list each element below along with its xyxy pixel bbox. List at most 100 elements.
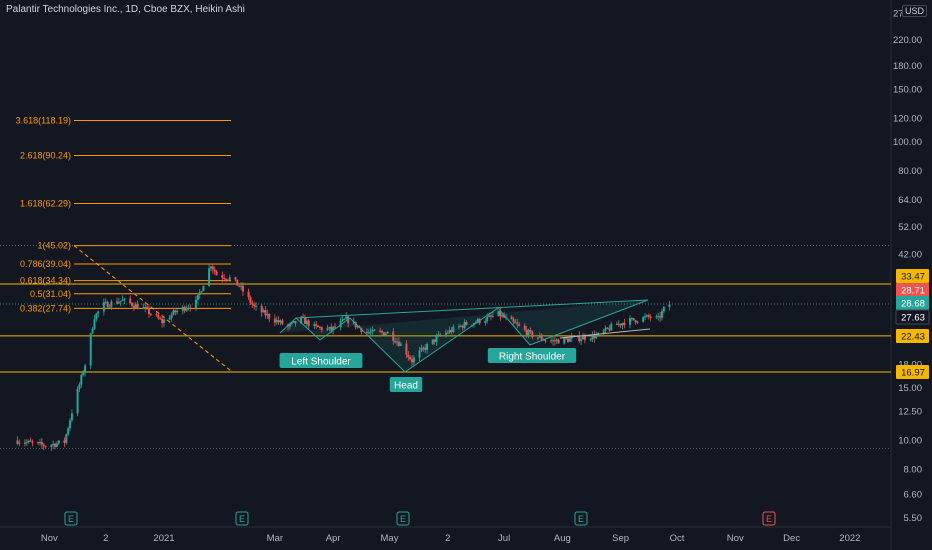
candle-body [514, 321, 517, 324]
candle-body [623, 322, 626, 325]
candle-body [223, 277, 226, 279]
price-tick: 42.00 [898, 250, 922, 261]
candle-body [300, 316, 303, 324]
candle-body [290, 322, 293, 324]
candle-body [253, 304, 256, 307]
candle-body [27, 440, 30, 443]
candle-body [42, 444, 45, 447]
candle-body [523, 325, 526, 330]
candle-body [104, 301, 107, 303]
candle-body [396, 341, 399, 343]
price-tick: 120.00 [893, 114, 922, 125]
earnings-marker[interactable]: E [762, 511, 776, 526]
candle-body [615, 323, 618, 325]
candle-body [634, 320, 637, 323]
candle-body [602, 330, 605, 333]
candle-body [660, 311, 663, 318]
price-tick: 6.60 [904, 489, 923, 500]
candle-body [116, 301, 119, 304]
candle-body [516, 323, 519, 325]
candle-body [382, 332, 385, 336]
candle-body [16, 440, 19, 444]
candle-body [110, 301, 113, 307]
pattern-closing-line [529, 299, 649, 346]
candle-body [255, 305, 258, 307]
candle-body [343, 319, 346, 321]
fib-level-label: 2.618(90.24) [20, 150, 71, 160]
candle-body [433, 339, 436, 343]
earnings-marker[interactable]: E [574, 511, 588, 526]
candle-body [102, 302, 105, 312]
candle-body [489, 315, 492, 317]
time-tick: May [381, 533, 399, 544]
candle-body [149, 313, 152, 315]
price-label-bg [896, 296, 929, 310]
candle-body [407, 354, 410, 357]
time-tick: Nov [41, 533, 58, 544]
candle-body [326, 328, 329, 330]
candle-body [339, 320, 342, 328]
support-trend-line [559, 328, 651, 339]
candle-body [277, 319, 280, 323]
candle-body [307, 320, 310, 327]
candle-body [281, 320, 284, 325]
candle-body [119, 300, 122, 303]
candle-body [632, 318, 635, 321]
earnings-marker[interactable]: E [235, 511, 249, 526]
fib-trend-line [73, 245, 232, 372]
candle-body [320, 327, 323, 330]
candle-body [644, 316, 647, 318]
candle-body [38, 442, 41, 444]
candles [16, 264, 671, 452]
candle-body [476, 318, 479, 323]
candle-body [172, 310, 175, 315]
candle-body [76, 389, 79, 414]
candle-body [251, 302, 254, 305]
candle-body [446, 332, 449, 334]
candle-body [247, 291, 250, 298]
candle-body [452, 326, 455, 332]
fib-level-label: 0.382(27.74) [20, 303, 71, 313]
candle-body [662, 306, 665, 312]
fib-level-label: 0.618(34.34) [20, 276, 71, 286]
candle-body [238, 285, 241, 287]
time-tick: Sep [612, 533, 629, 544]
candle-body [379, 330, 382, 332]
candle-body [40, 442, 43, 445]
price-tick: 180.00 [893, 61, 922, 72]
candle-body [649, 316, 652, 318]
earnings-marker[interactable]: E [64, 511, 78, 526]
candle-body [510, 316, 513, 320]
earnings-label: E [766, 514, 772, 524]
candle-body [365, 331, 368, 333]
candle-body [527, 329, 530, 335]
symbol-header: Palantir Technologies Inc., 1D, Cboe BZX… [6, 4, 245, 15]
candle-body [629, 318, 632, 325]
candle-body [405, 343, 408, 355]
candle-body [225, 278, 228, 280]
candle-body [332, 326, 335, 331]
candle-body [292, 321, 295, 323]
candle-body [550, 340, 553, 342]
price-label-bg [896, 329, 929, 343]
currency-label[interactable]: USD [902, 5, 928, 17]
candle-body [108, 306, 111, 308]
candle-body [63, 440, 66, 443]
candle-body [221, 275, 224, 278]
earnings-marker[interactable]: E [396, 511, 410, 526]
pattern-label-bg [279, 353, 363, 368]
candle-body [356, 326, 359, 328]
price-tick: 150.00 [893, 85, 922, 96]
candle-body [422, 347, 425, 349]
candle-body [317, 325, 320, 328]
candle-body [31, 441, 34, 443]
price-tick: 10.00 [898, 436, 922, 447]
candle-body [80, 375, 83, 385]
candle-body [568, 338, 571, 342]
earnings-box [396, 511, 410, 526]
candle-body [23, 442, 26, 444]
candle-body [121, 299, 124, 301]
price-tick: 220.00 [893, 35, 922, 46]
